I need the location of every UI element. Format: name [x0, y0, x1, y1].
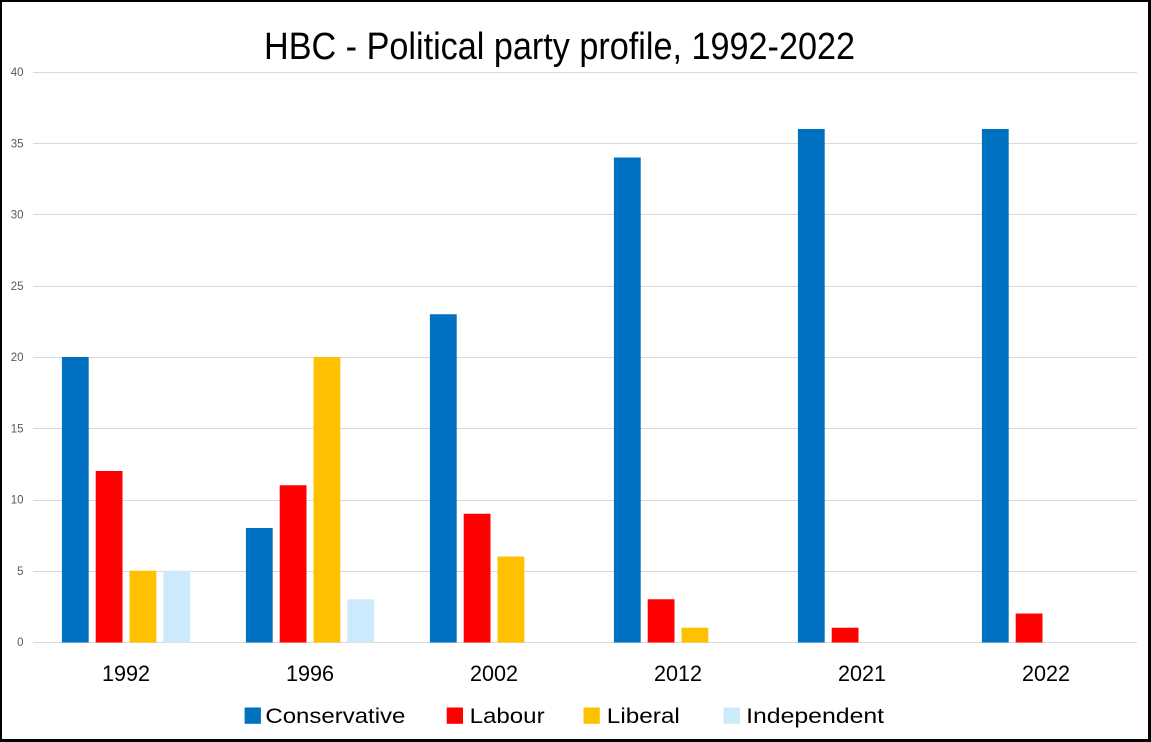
svg-text:2022: 2022 [1022, 661, 1070, 686]
svg-text:1992: 1992 [102, 661, 150, 686]
svg-text:Labour: Labour [470, 705, 545, 728]
svg-text:35: 35 [11, 138, 24, 150]
svg-text:2002: 2002 [470, 661, 518, 686]
svg-text:20: 20 [11, 352, 24, 364]
svg-text:25: 25 [11, 281, 24, 293]
svg-text:2012: 2012 [654, 661, 702, 686]
svg-text:Liberal: Liberal [607, 705, 680, 728]
svg-text:40: 40 [11, 67, 24, 79]
svg-text:10: 10 [11, 495, 24, 507]
svg-text:HBC - Political party profile,: HBC - Political party profile, 1992-2022 [264, 26, 855, 68]
svg-text:Independent: Independent [746, 705, 884, 728]
svg-text:30: 30 [11, 210, 24, 222]
svg-text:Conservative: Conservative [265, 705, 405, 728]
svg-text:0: 0 [17, 637, 23, 649]
svg-text:5: 5 [17, 566, 23, 578]
svg-text:2021: 2021 [838, 661, 886, 686]
svg-text:1996: 1996 [286, 661, 334, 686]
svg-text:15: 15 [11, 423, 24, 435]
